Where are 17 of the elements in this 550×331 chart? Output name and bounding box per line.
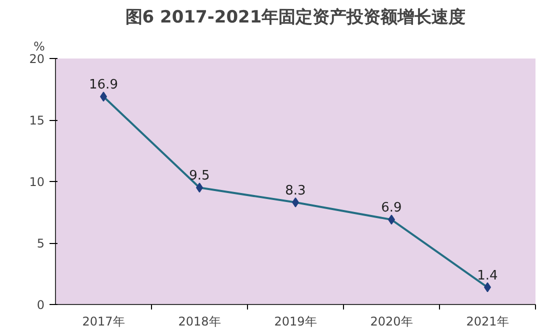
x-tick-label: 2018年: [178, 314, 221, 328]
x-tick-label: 2017年: [82, 314, 125, 328]
y-axis-title: %: [34, 40, 45, 54]
y-tick-label: 5: [36, 236, 45, 250]
y-tick-label: 20: [29, 52, 45, 66]
data-label: 6.9: [381, 200, 402, 216]
y-tick-label: 0: [36, 298, 45, 312]
y-tick-label: 10: [29, 175, 45, 189]
x-tick-label: 2019年: [274, 314, 317, 328]
data-label: 16.9: [89, 78, 118, 93]
x-tick-label: 2021年: [466, 314, 509, 328]
chart-title: 图6 2017-2021年固定资产投资额增长速度: [125, 8, 466, 28]
y-tick-label: 15: [29, 114, 45, 128]
data-label: 1.4: [477, 268, 498, 284]
data-label: 9.5: [189, 168, 210, 184]
data-label: 8.3: [285, 183, 306, 198]
x-tick-label: 2020年: [370, 314, 413, 328]
